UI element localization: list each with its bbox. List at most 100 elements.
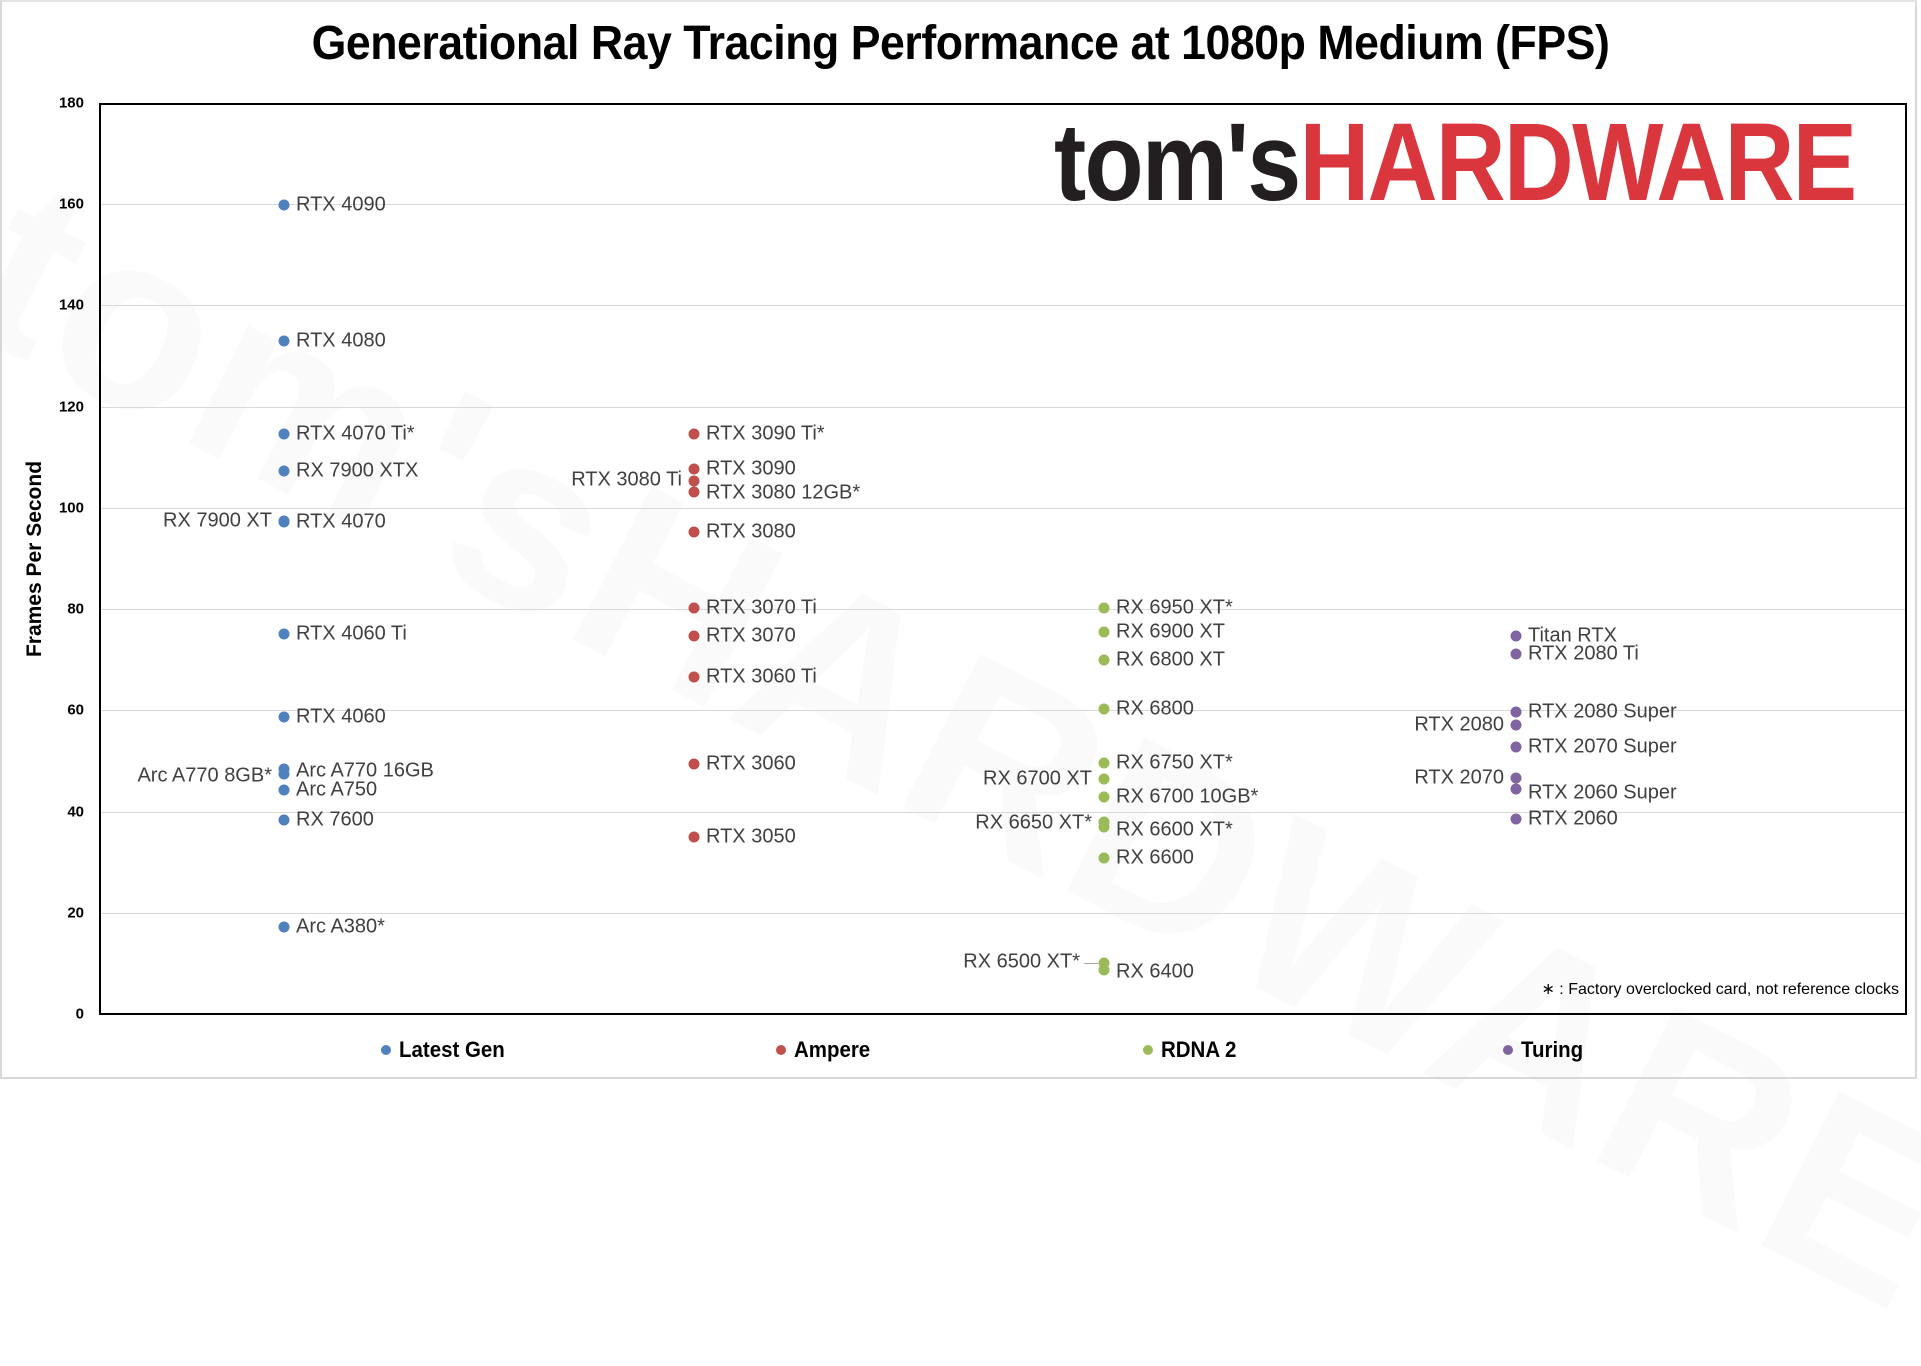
gridline — [99, 609, 1907, 610]
gridline — [99, 204, 1907, 205]
data-point-marker[interactable] — [688, 602, 700, 614]
data-point-label: RTX 2080 — [1414, 713, 1504, 736]
data-point-label: RX 7900 XT — [163, 509, 272, 532]
data-point-label: RX 6700 10GB* — [1116, 785, 1259, 808]
toms-hardware-logo: tom'sHARDWARE — [1054, 108, 1857, 218]
data-point-marker[interactable] — [1098, 757, 1110, 769]
data-point-label: RTX 3080 12GB* — [706, 481, 861, 504]
data-point-marker[interactable] — [1510, 813, 1522, 825]
data-point-marker[interactable] — [278, 628, 290, 640]
data-point-label: RTX 3050 — [706, 825, 796, 848]
data-point-label: RTX 2060 — [1528, 807, 1618, 830]
data-point-label: RTX 2080 Ti — [1528, 642, 1639, 665]
plot-area — [99, 103, 1907, 1015]
data-point-marker[interactable] — [688, 428, 700, 440]
data-point-label: Arc A750 — [296, 778, 378, 801]
data-point-marker[interactable] — [278, 768, 290, 780]
data-point-label: RX 6500 XT* — [963, 950, 1080, 973]
data-point-marker[interactable] — [278, 428, 290, 440]
data-point-label: RTX 3080 Ti — [571, 468, 682, 491]
data-point-marker[interactable] — [688, 831, 700, 843]
legend-item-rdna-2[interactable]: RDNA 2 — [1143, 1037, 1242, 1063]
legend-label: Turing — [1521, 1037, 1584, 1062]
legend-marker-icon — [381, 1045, 391, 1055]
data-point-marker[interactable] — [688, 475, 700, 487]
data-point-label: Arc A770 16GB — [296, 759, 434, 782]
data-point-marker[interactable] — [1510, 772, 1522, 784]
data-point-marker[interactable] — [278, 335, 290, 347]
data-point-label: RX 6800 XT — [1116, 648, 1225, 671]
gridline — [99, 305, 1907, 306]
data-point-marker[interactable] — [1510, 630, 1522, 642]
data-point-marker[interactable] — [1098, 773, 1110, 785]
data-point-marker[interactable] — [278, 465, 290, 477]
legend-marker-icon — [1503, 1045, 1513, 1055]
data-point-marker[interactable] — [1510, 648, 1522, 660]
data-point-marker[interactable] — [1098, 964, 1110, 976]
data-point-marker[interactable] — [1098, 852, 1110, 864]
data-point-marker[interactable] — [1098, 791, 1110, 803]
data-point-label: RTX 3070 Ti — [706, 596, 817, 619]
legend-label: Ampere — [794, 1037, 871, 1062]
data-point-label: RX 6400 — [1116, 960, 1194, 983]
legend-marker-icon — [776, 1045, 786, 1055]
data-point-label: RX 6700 XT — [983, 767, 1092, 790]
data-point-label: RTX 4070 — [296, 510, 386, 533]
legend-marker-icon — [1143, 1045, 1153, 1055]
data-point-label: RTX 2070 — [1414, 766, 1504, 789]
y-tick-label: 20 — [67, 904, 84, 922]
data-point-marker[interactable] — [278, 516, 290, 528]
data-point-marker[interactable] — [278, 199, 290, 211]
data-point-marker[interactable] — [1098, 654, 1110, 666]
data-point-label: RX 6650 XT* — [975, 811, 1092, 834]
data-point-label: Arc A380* — [296, 915, 385, 938]
data-point-marker[interactable] — [278, 921, 290, 933]
gridline — [99, 407, 1907, 408]
data-point-marker[interactable] — [688, 630, 700, 642]
legend-item-turing[interactable]: Turing — [1503, 1037, 1588, 1063]
legend-label: RDNA 2 — [1161, 1037, 1237, 1062]
data-point-label: RX 7900 XTX — [296, 459, 419, 482]
data-point-marker[interactable] — [688, 671, 700, 683]
footnote: ∗ : Factory overclocked card, not refere… — [1541, 981, 1899, 998]
data-point-label: RX 6900 XT — [1116, 620, 1225, 643]
data-point-marker[interactable] — [278, 711, 290, 723]
data-point-marker[interactable] — [1510, 783, 1522, 795]
data-point-marker[interactable] — [1098, 626, 1110, 638]
y-tick-label: 80 — [67, 600, 84, 618]
y-tick-label: 40 — [67, 803, 84, 821]
data-point-label: RTX 2070 Super — [1528, 735, 1677, 758]
data-point-label: RX 6600 — [1116, 846, 1194, 869]
data-point-marker[interactable] — [688, 526, 700, 538]
data-point-label: RTX 4090 — [296, 193, 386, 216]
data-point-marker[interactable] — [1098, 602, 1110, 614]
data-point-label: RX 6600 XT* — [1116, 818, 1233, 841]
data-point-marker[interactable] — [1098, 957, 1110, 969]
gridline — [99, 508, 1907, 509]
legend-item-latest-gen[interactable]: Latest Gen — [381, 1037, 513, 1063]
legend-item-ampere[interactable]: Ampere — [776, 1037, 876, 1063]
data-point-marker[interactable] — [688, 758, 700, 770]
data-point-label: RTX 3090 Ti* — [706, 422, 825, 445]
data-point-marker[interactable] — [1098, 703, 1110, 715]
data-point-marker[interactable] — [688, 486, 700, 498]
data-point-marker[interactable] — [1510, 706, 1522, 718]
data-point-marker[interactable] — [1510, 741, 1522, 753]
data-point-label: RX 6800 — [1116, 697, 1194, 720]
data-point-marker[interactable] — [278, 814, 290, 826]
data-point-label: RTX 3060 — [706, 752, 796, 775]
chart-title: Generational Ray Tracing Performance at … — [311, 17, 1610, 70]
gridline — [99, 913, 1907, 914]
label-leader-line — [1084, 963, 1098, 964]
gridline — [99, 812, 1907, 813]
data-point-marker[interactable] — [278, 784, 290, 796]
logo-hardware: HARDWARE — [1299, 101, 1857, 224]
data-point-label: RTX 2060 Super — [1528, 781, 1677, 804]
y-tick-label: 0 — [75, 1005, 84, 1023]
data-point-marker[interactable] — [1098, 821, 1110, 833]
data-point-marker[interactable] — [1510, 719, 1522, 731]
data-point-label: RTX 4070 Ti* — [296, 422, 415, 445]
data-point-label: Arc A770 8GB* — [137, 764, 272, 787]
y-tick-label: 140 — [58, 296, 84, 314]
data-point-marker[interactable] — [688, 463, 700, 475]
